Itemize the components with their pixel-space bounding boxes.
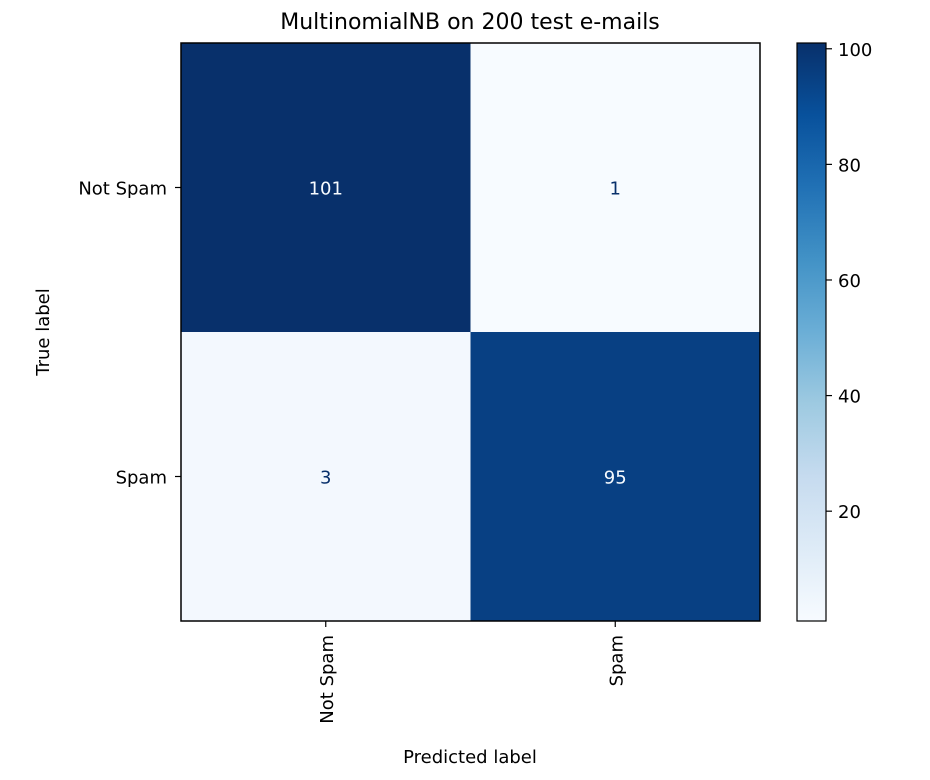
colorbar-tick-label: 20 bbox=[838, 502, 861, 523]
cell-value-label: 3 bbox=[320, 468, 331, 489]
colorbar bbox=[796, 42, 827, 622]
x-axis-label: Predicted label bbox=[403, 747, 537, 768]
cell-value-label: 1 bbox=[610, 179, 621, 200]
colorbar-tick-label: 60 bbox=[838, 271, 861, 292]
y-tick-label: Not Spam bbox=[78, 179, 167, 200]
y-axis-label: True label bbox=[33, 288, 54, 377]
plot-frame bbox=[180, 42, 761, 622]
colorbar-ticks: 20 40 60 80 100 bbox=[826, 40, 872, 523]
heatmap-cell bbox=[470, 43, 760, 332]
heatmap-cell bbox=[470, 332, 760, 621]
heatmap-cells: 101 1 3 95 bbox=[181, 43, 760, 621]
x-tick-labels: Not Spam Spam bbox=[317, 621, 627, 724]
y-tick-labels: Not Spam Spam bbox=[78, 179, 181, 489]
x-tick-label: Not Spam bbox=[317, 635, 338, 724]
x-tick-label: Spam bbox=[606, 635, 627, 686]
cell-value-label: 95 bbox=[604, 468, 627, 489]
y-tick-label: Spam bbox=[116, 468, 167, 489]
chart-title: MultinomialNB on 200 test e-mails bbox=[280, 10, 660, 35]
colorbar-tick-label: 40 bbox=[838, 387, 861, 408]
heatmap-cell bbox=[181, 332, 471, 621]
heatmap-cell bbox=[181, 43, 471, 332]
colorbar-tick-label: 80 bbox=[838, 155, 861, 176]
cell-value-label: 101 bbox=[309, 179, 343, 200]
colorbar-tick-label: 100 bbox=[838, 40, 872, 61]
